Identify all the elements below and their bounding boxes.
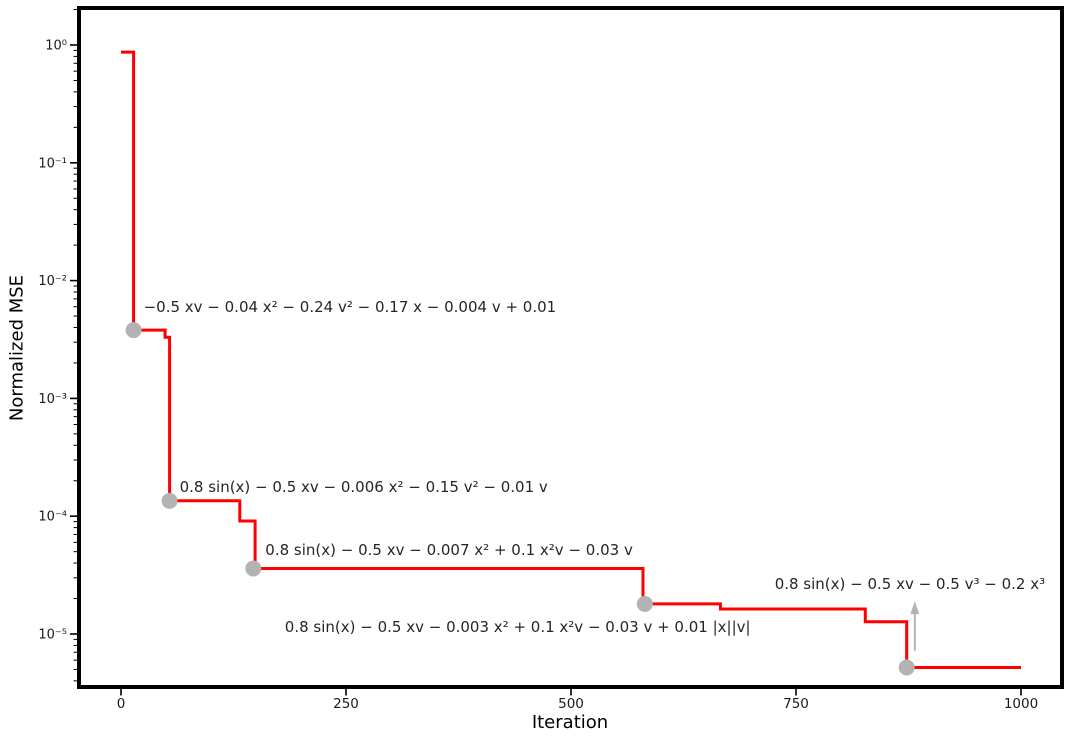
y-tick-label: 10⁻⁵: [38, 628, 67, 643]
y-tick-label: 10⁻⁴: [38, 510, 67, 525]
plot-frame: [77, 6, 1064, 689]
loss-step-line: [121, 50, 1021, 669]
annotation-equation-4: 0.8 sin(x) − 0.5 xv − 0.003 x² + 0.1 x²v…: [284, 617, 751, 636]
marker-dot: [245, 560, 262, 577]
x-tick-label: 250: [333, 696, 359, 712]
annotation-equation-5: 0.8 sin(x) − 0.5 xv − 0.5 v³ − 0.2 x³: [774, 575, 1046, 594]
annotation-equation-1: −0.5 xv − 0.04 x² − 0.24 v² − 0.17 x − 0…: [143, 297, 557, 316]
annotation-equation-3: 0.8 sin(x) − 0.5 xv − 0.007 x² + 0.1 x²v…: [265, 541, 633, 560]
y-tick-label: 10⁻³: [38, 392, 67, 407]
x-tick-label: 1000: [1004, 696, 1038, 712]
x-tick-label: 0: [117, 696, 126, 712]
x-tick-label: 750: [783, 696, 809, 712]
marker-dot: [636, 595, 653, 612]
x-axis-label: Iteration: [531, 712, 609, 733]
y-tick-label: 10⁻²: [38, 274, 67, 289]
x-tick-label: 500: [558, 696, 584, 712]
marker-dot: [898, 659, 915, 676]
y-axis-label: Normalized MSE: [6, 274, 28, 422]
marker-dot: [125, 322, 142, 339]
y-tick-label: 10⁰: [45, 39, 67, 54]
annotation-equation-2: 0.8 sin(x) − 0.5 xv − 0.006 x² − 0.15 v²…: [179, 477, 548, 496]
marker-dot: [161, 492, 178, 509]
y-tick-label: 10⁻¹: [38, 156, 67, 171]
annotation-arrowhead: [910, 601, 920, 615]
